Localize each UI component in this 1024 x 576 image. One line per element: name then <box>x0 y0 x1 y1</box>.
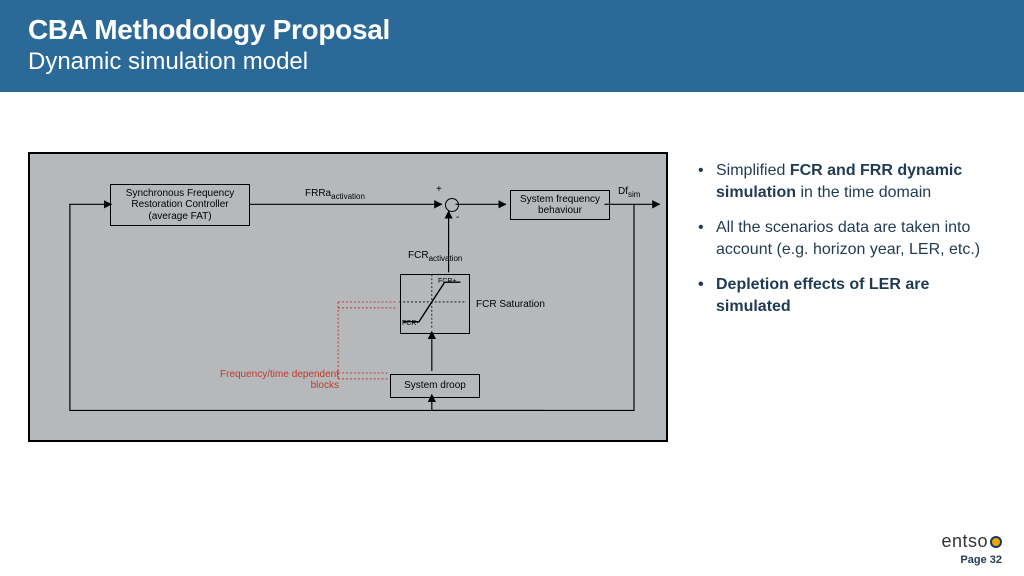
bullet-0: Simplified FCR and FRR dynamic simulatio… <box>698 160 996 203</box>
slide-title: CBA Methodology Proposal <box>28 14 996 46</box>
label-frra: FRRaactivation <box>305 188 365 201</box>
slide-header: CBA Methodology Proposal Dynamic simulat… <box>0 0 1024 92</box>
slide-subtitle: Dynamic simulation model <box>28 48 996 76</box>
page-number: Page 32 <box>941 554 1002 566</box>
node-droop: System droop <box>390 374 480 398</box>
slide-footer: entso Page 32 <box>941 531 1002 566</box>
label-minus: - <box>456 212 459 223</box>
label-fcrsat_lbl: FCR Saturation <box>476 299 545 310</box>
label-fcrp: FCR+ <box>438 278 456 285</box>
logo-text: entso <box>941 531 988 552</box>
label-df: Dfsim <box>618 186 640 199</box>
red-edge-1 <box>338 302 397 308</box>
block-diagram: Synchronous Frequency Restoration Contro… <box>28 152 668 442</box>
entsoe-logo: entso <box>941 531 1002 552</box>
red-edge-0 <box>338 373 389 379</box>
node-sysfb: System frequency behaviour <box>510 190 610 220</box>
edge-6 <box>70 204 634 410</box>
label-plus: + <box>436 184 442 195</box>
node-sfrc: Synchronous Frequency Restoration Contro… <box>110 184 250 226</box>
logo-dot-icon <box>990 536 1002 548</box>
label-fcrm: FCR- <box>402 320 419 327</box>
summing-junction <box>445 198 459 212</box>
bullet-list: Simplified FCR and FRR dynamic simulatio… <box>698 152 996 442</box>
label-ftdb: Frequency/time dependent blocks <box>220 369 339 391</box>
bullet-1: All the scenarios data are taken into ac… <box>698 217 996 260</box>
slide-content: Synchronous Frequency Restoration Contro… <box>0 92 1024 442</box>
bullet-2: Depletion effects of LER are simulated <box>698 274 996 317</box>
label-fcr: FCRactivation <box>408 250 462 263</box>
